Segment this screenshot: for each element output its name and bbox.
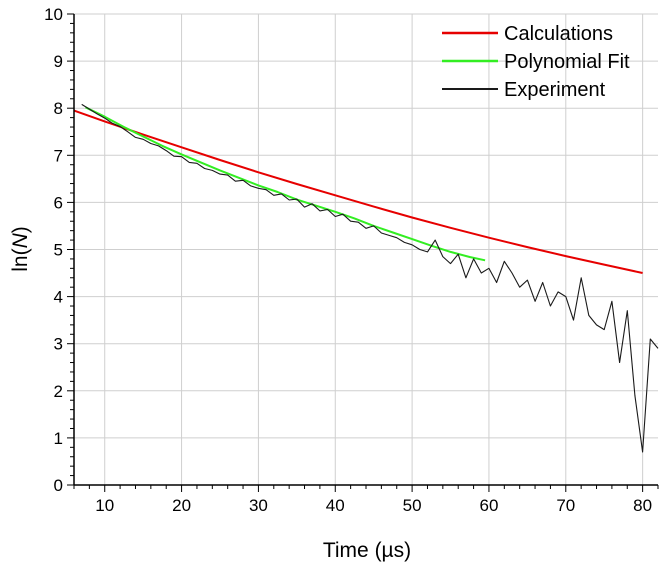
legend-entry: Calculations — [442, 23, 613, 45]
y-tick-label: 5 — [54, 241, 63, 260]
x-tick-label: 50 — [403, 496, 422, 515]
y-tick-label: 10 — [44, 5, 63, 24]
y-tick-label: 4 — [54, 288, 63, 307]
axes: 0 1 2 3 4 5 6 7 8 9 10 10 20 30 40 50 60 70 80 — [44, 5, 659, 515]
series-lines — [73, 103, 659, 453]
grid-lines — [74, 13, 658, 485]
y-tick-label: 2 — [54, 382, 63, 401]
legend-label: Polynomial Fit — [504, 51, 630, 73]
legend-entry: Polynomial Fit — [442, 51, 630, 73]
legend-label: Calculations — [504, 23, 613, 45]
x-tick-label: 60 — [479, 496, 498, 515]
x-tick-label: 80 — [633, 496, 652, 515]
y-tick-label: 7 — [54, 146, 63, 165]
y-axis-label-variable: N — [9, 232, 32, 248]
series-line-experiment — [81, 103, 659, 453]
legend: Calculations Polynomial Fit Experiment — [442, 23, 630, 101]
x-tick-label: 70 — [556, 496, 575, 515]
y-axis-label: ln(N) — [9, 226, 32, 272]
y-axis-label-prefix: ln( — [9, 248, 32, 271]
y-tick-label: 1 — [54, 429, 63, 448]
x-axis-label: Time (µs) — [323, 539, 411, 562]
series-line-calculations — [73, 109, 643, 274]
y-tick-label: 9 — [54, 52, 63, 71]
x-tick-label: 10 — [95, 496, 114, 515]
x-tick-label: 30 — [249, 496, 268, 515]
series-line-polynomial-fit — [85, 106, 486, 262]
y-tick-label: 3 — [54, 335, 63, 354]
y-tick-label: 6 — [54, 193, 63, 212]
x-tick-label: 20 — [172, 496, 191, 515]
legend-entry: Experiment — [442, 79, 606, 101]
y-tick-label: 8 — [54, 99, 63, 118]
y-axis-label-suffix: ) — [9, 226, 32, 233]
legend-label: Experiment — [504, 79, 606, 101]
x-tick-label: 40 — [326, 496, 345, 515]
y-tick-label: 0 — [54, 476, 63, 495]
